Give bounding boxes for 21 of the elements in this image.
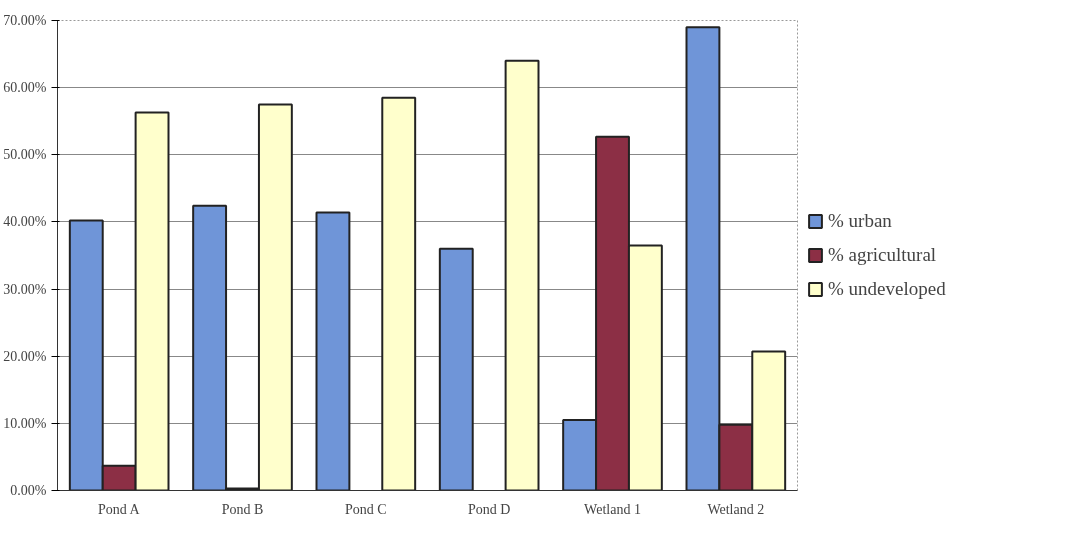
legend-label: % urban xyxy=(828,210,892,232)
bar xyxy=(504,59,540,491)
legend-label: % agricultural xyxy=(828,244,937,266)
bar xyxy=(315,211,351,491)
x-tick-label: Pond A xyxy=(97,501,141,517)
y-tick-label: 30.00% xyxy=(3,281,47,297)
y-tick-label: 20.00% xyxy=(3,348,47,364)
x-tick-label: Pond B xyxy=(221,501,264,517)
y-tick-label: 40.00% xyxy=(3,214,47,230)
y-tick-label: 60.00% xyxy=(3,80,47,96)
bar xyxy=(438,247,474,491)
x-tick-label: Wetland 2 xyxy=(707,501,765,517)
y-tick-label: 50.00% xyxy=(3,147,47,163)
bar xyxy=(381,96,417,491)
x-tick-label: Wetland 1 xyxy=(584,501,641,517)
x-tick-label: Pond D xyxy=(467,501,511,517)
x-tick-label: Pond C xyxy=(345,501,387,517)
y-tick-label: 70.00% xyxy=(3,13,47,28)
legend-label: % undeveloped xyxy=(828,278,946,300)
y-tick-label: 10.00% xyxy=(3,415,47,431)
y-tick-label: 0.00% xyxy=(10,483,47,498)
